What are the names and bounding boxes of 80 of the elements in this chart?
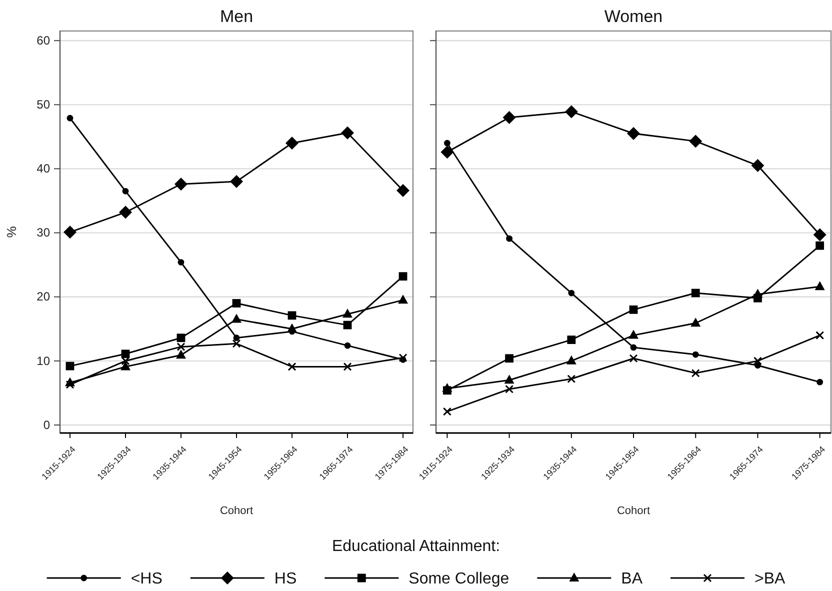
point	[628, 330, 638, 339]
point	[396, 184, 410, 198]
point	[174, 178, 188, 191]
point	[627, 127, 640, 140]
point	[630, 344, 637, 351]
point	[629, 305, 638, 314]
point	[118, 206, 132, 219]
point	[66, 362, 74, 370]
point	[233, 334, 240, 342]
point	[230, 175, 243, 188]
y-tick-label: 50	[36, 98, 50, 112]
point	[816, 378, 824, 386]
point	[398, 272, 408, 281]
point	[286, 136, 299, 150]
point	[816, 331, 824, 340]
point	[287, 323, 298, 332]
point	[66, 380, 74, 389]
point	[63, 226, 76, 239]
legend-label: Some College	[408, 570, 510, 588]
point	[442, 407, 452, 416]
point	[629, 354, 638, 363]
point	[444, 140, 450, 146]
point	[232, 299, 241, 308]
point	[440, 146, 454, 159]
point	[813, 228, 826, 242]
point	[568, 290, 575, 296]
point	[176, 342, 186, 352]
point	[564, 105, 578, 118]
point	[178, 259, 184, 266]
point	[343, 320, 352, 330]
point	[505, 384, 514, 394]
y-tick-label: 30	[36, 226, 50, 240]
chart-title: Men	[220, 7, 254, 26]
point	[691, 288, 700, 298]
point	[505, 354, 514, 363]
point	[344, 342, 351, 349]
y-tick-label: 10	[36, 354, 50, 368]
point	[398, 353, 408, 362]
y-tick-label: 20	[36, 290, 50, 304]
y-axis-title: %	[4, 226, 19, 238]
y-tick-label: 40	[36, 162, 50, 176]
point	[232, 314, 242, 323]
point	[122, 188, 129, 194]
point	[814, 281, 825, 290]
point	[442, 382, 452, 392]
point	[753, 356, 762, 366]
point	[121, 350, 130, 358]
point	[566, 355, 576, 364]
point	[343, 362, 352, 371]
point	[751, 159, 764, 172]
point	[816, 241, 824, 250]
point	[176, 334, 186, 342]
x-axis-title: Cohort	[616, 505, 650, 517]
point	[689, 134, 702, 148]
point	[176, 350, 186, 359]
y-tick-label: 60	[36, 33, 50, 48]
point	[504, 374, 514, 384]
point	[567, 336, 576, 344]
chart-title: Women	[604, 7, 663, 26]
point	[398, 294, 408, 304]
legend-label: BA	[621, 570, 643, 588]
point	[342, 308, 353, 318]
point	[506, 235, 512, 242]
legend-label: >BA	[754, 570, 786, 588]
legend-title: Educational Attainment:	[332, 538, 500, 555]
point	[690, 318, 701, 327]
point	[691, 368, 700, 378]
point	[66, 114, 74, 122]
point	[567, 374, 576, 384]
point	[288, 362, 296, 371]
point	[692, 351, 699, 358]
point	[288, 311, 296, 320]
legend-label: <HS	[130, 570, 162, 588]
point	[502, 110, 516, 124]
y-tick-label: 0	[43, 418, 50, 432]
legend-label: HS	[274, 570, 297, 588]
x-axis-title: Cohort	[220, 505, 254, 517]
point	[120, 361, 130, 370]
point	[341, 126, 354, 140]
point	[232, 339, 241, 348]
